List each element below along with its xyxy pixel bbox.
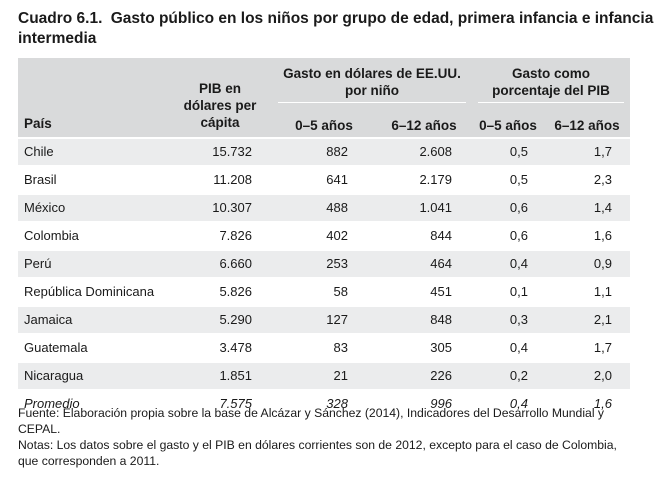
cell-country: Brasil	[18, 165, 168, 194]
data-table: País PIB en dólares per cápita Gasto en …	[18, 58, 630, 417]
cell-percent-0-5: 0,2	[472, 361, 544, 390]
cell-country: México	[18, 193, 168, 222]
cell-dollars-6-12: 996	[376, 389, 472, 417]
header-percent-6-12: 6–12 años	[544, 113, 630, 138]
cell-percent-6-12: 0,9	[544, 249, 630, 278]
table-row: Jamaica 5.290 127 848 0,3 2,1	[18, 305, 630, 334]
cell-pib: 5.826	[168, 277, 272, 306]
cell-percent-0-5: 0,3	[472, 305, 544, 334]
cell-percent-0-5: 0,4	[472, 249, 544, 278]
cell-dollars-0-5: 882	[272, 137, 376, 166]
cell-pib: 7.575	[168, 389, 272, 417]
cell-dollars-6-12: 305	[376, 333, 472, 362]
cell-dollars-6-12: 226	[376, 361, 472, 390]
table-number: Cuadro 6.1.	[18, 10, 103, 27]
cell-percent-6-12: 2,3	[544, 165, 630, 194]
cell-dollars-6-12: 844	[376, 221, 472, 250]
cell-percent-0-5: 0,4	[472, 333, 544, 362]
table-row: México 10.307 488 1.041 0,6 1,4	[18, 193, 630, 222]
cell-percent-0-5: 0,6	[472, 193, 544, 222]
cell-percent-6-12: 1,6	[544, 221, 630, 250]
table-row: Nicaragua 1.851 21 226 0,2 2,0	[18, 361, 630, 390]
header-dollars-6-12: 6–12 años	[376, 113, 472, 138]
cell-percent-6-12: 1,6	[544, 389, 630, 417]
header-group-percent-line2: porcentaje del PIB	[492, 83, 610, 98]
cell-percent-6-12: 1,1	[544, 277, 630, 306]
header-group-percent: Gasto como porcentaje del PIB	[472, 58, 630, 113]
table-row: República Dominicana 5.826 58 451 0,1 1,…	[18, 277, 630, 306]
table-title-text: Gasto público en los niños por grupo de …	[18, 10, 654, 47]
cell-percent-6-12: 2,1	[544, 305, 630, 334]
cell-percent-0-5: 0,5	[472, 165, 544, 194]
table-row: Perú 6.660 253 464 0,4 0,9	[18, 249, 630, 278]
cell-pib: 11.208	[168, 165, 272, 194]
table-header: País PIB en dólares per cápita Gasto en …	[18, 58, 630, 138]
table-title: Cuadro 6.1. Gasto público en los niños p…	[18, 9, 658, 49]
cell-percent-6-12: 1,4	[544, 193, 630, 222]
cell-pib: 5.290	[168, 305, 272, 334]
cell-dollars-0-5: 253	[272, 249, 376, 278]
cell-percent-0-5: 0,6	[472, 221, 544, 250]
header-pais: País	[18, 58, 168, 138]
cell-country: Guatemala	[18, 333, 168, 362]
header-group-dollars-line1: Gasto en dólares de EE.UU.	[283, 66, 461, 81]
cell-pib: 1.851	[168, 361, 272, 390]
cell-pib: 15.732	[168, 137, 272, 166]
cell-dollars-0-5: 58	[272, 277, 376, 306]
notes-text: Notas: Los datos sobre el gasto y el PIB…	[18, 438, 617, 468]
table-row: Chile 15.732 882 2.608 0,5 1,7	[18, 137, 630, 166]
header-pib-line1: PIB en	[198, 81, 241, 96]
cell-country: Jamaica	[18, 305, 168, 334]
cell-pib: 3.478	[168, 333, 272, 362]
cell-dollars-6-12: 2.179	[376, 165, 472, 194]
cell-dollars-0-5: 127	[272, 305, 376, 334]
cell-percent-6-12: 2,0	[544, 361, 630, 390]
cell-pib: 7.826	[168, 221, 272, 250]
cell-country: Perú	[18, 249, 168, 278]
header-percent-0-5: 0–5 años	[472, 113, 544, 138]
cell-dollars-6-12: 464	[376, 249, 472, 278]
cell-percent-6-12: 1,7	[544, 333, 630, 362]
cell-dollars-6-12: 848	[376, 305, 472, 334]
header-pib: PIB en dólares per cápita	[168, 58, 272, 138]
table-notes: Fuente: Elaboración propia sobre la base…	[18, 405, 638, 469]
table-body: Chile 15.732 882 2.608 0,5 1,7 Brasil 11…	[18, 137, 630, 417]
cell-percent-6-12: 1,7	[544, 137, 630, 166]
cell-percent-0-5: 0,5	[472, 137, 544, 166]
cell-dollars-0-5: 641	[272, 165, 376, 194]
table-row: Brasil 11.208 641 2.179 0,5 2,3	[18, 165, 630, 194]
cell-dollars-6-12: 1.041	[376, 193, 472, 222]
header-pib-line3: cápita	[200, 115, 240, 130]
cell-pib: 10.307	[168, 193, 272, 222]
cell-dollars-6-12: 451	[376, 277, 472, 306]
source-note: Fuente: Elaboración propia sobre la base…	[18, 406, 605, 436]
header-group-dollars: Gasto en dólares de EE.UU. por niño	[272, 58, 472, 113]
cell-pib: 6.660	[168, 249, 272, 278]
cell-percent-0-5: 0,1	[472, 277, 544, 306]
cell-percent-0-5: 0,4	[472, 389, 544, 417]
table-row-average: Promedio 7.575 328 996 0,4 1,6	[18, 389, 630, 417]
header-group-percent-line1: Gasto como	[511, 66, 590, 81]
header-group-dollars-line2: por niño	[345, 83, 399, 98]
cell-dollars-0-5: 83	[272, 333, 376, 362]
cell-dollars-0-5: 21	[272, 361, 376, 390]
header-pib-line2: dólares per	[183, 98, 257, 113]
cell-dollars-0-5: 328	[272, 389, 376, 417]
cell-country: República Dominicana	[18, 277, 168, 306]
cell-dollars-6-12: 2.608	[376, 137, 472, 166]
cell-dollars-0-5: 488	[272, 193, 376, 222]
cell-country: Chile	[18, 137, 168, 166]
cell-country: Colombia	[18, 221, 168, 250]
header-dollars-0-5: 0–5 años	[272, 113, 376, 138]
cell-country: Promedio	[18, 389, 168, 417]
cell-country: Nicaragua	[18, 361, 168, 390]
cell-dollars-0-5: 402	[272, 221, 376, 250]
table-row: Guatemala 3.478 83 305 0,4 1,7	[18, 333, 630, 362]
table-row: Colombia 7.826 402 844 0,6 1,6	[18, 221, 630, 250]
